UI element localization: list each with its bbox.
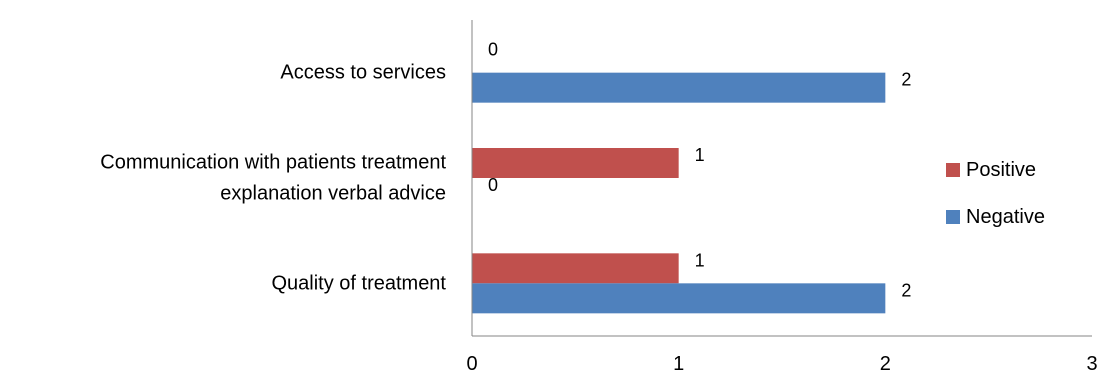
legend-label-positive: Positive xyxy=(966,159,1036,181)
x-tick-label-1: 1 xyxy=(673,353,684,375)
data-label-negative-0: 2 xyxy=(901,70,911,90)
x-tick-label-0: 0 xyxy=(466,353,477,375)
category-label-1-line-1: explanation verbal advice xyxy=(220,183,446,205)
data-label-positive-1: 1 xyxy=(695,145,705,165)
data-labels-group: 0 2 1 0 1 2 xyxy=(488,40,911,301)
bar-negative-0 xyxy=(472,72,886,103)
data-label-positive-2: 1 xyxy=(695,250,705,270)
data-label-negative-2: 2 xyxy=(901,280,911,300)
x-tick-label-2: 2 xyxy=(880,353,891,375)
category-label-1-line-0: Communication with patients treatment xyxy=(100,152,446,174)
category-label-2-line-0: Quality of treatment xyxy=(271,272,446,294)
legend-label-negative: Negative xyxy=(966,206,1045,228)
bar-negative-2 xyxy=(472,283,886,314)
bar-positive-2 xyxy=(472,253,679,284)
category-label-0-line-0: Access to services xyxy=(280,62,446,84)
bar-positive-1 xyxy=(472,148,679,178)
data-label-positive-0: 0 xyxy=(488,40,498,60)
x-tick-labels-group: 0 1 2 3 xyxy=(466,353,1097,375)
bars-group xyxy=(472,72,886,314)
category-labels-group: Access to services Communication with pat… xyxy=(100,62,446,295)
legend: Positive Negative xyxy=(946,159,1045,228)
legend-swatch-negative xyxy=(946,210,960,224)
legend-swatch-positive xyxy=(946,163,960,177)
data-label-negative-1: 0 xyxy=(488,175,498,195)
x-tick-label-3: 3 xyxy=(1086,353,1097,375)
